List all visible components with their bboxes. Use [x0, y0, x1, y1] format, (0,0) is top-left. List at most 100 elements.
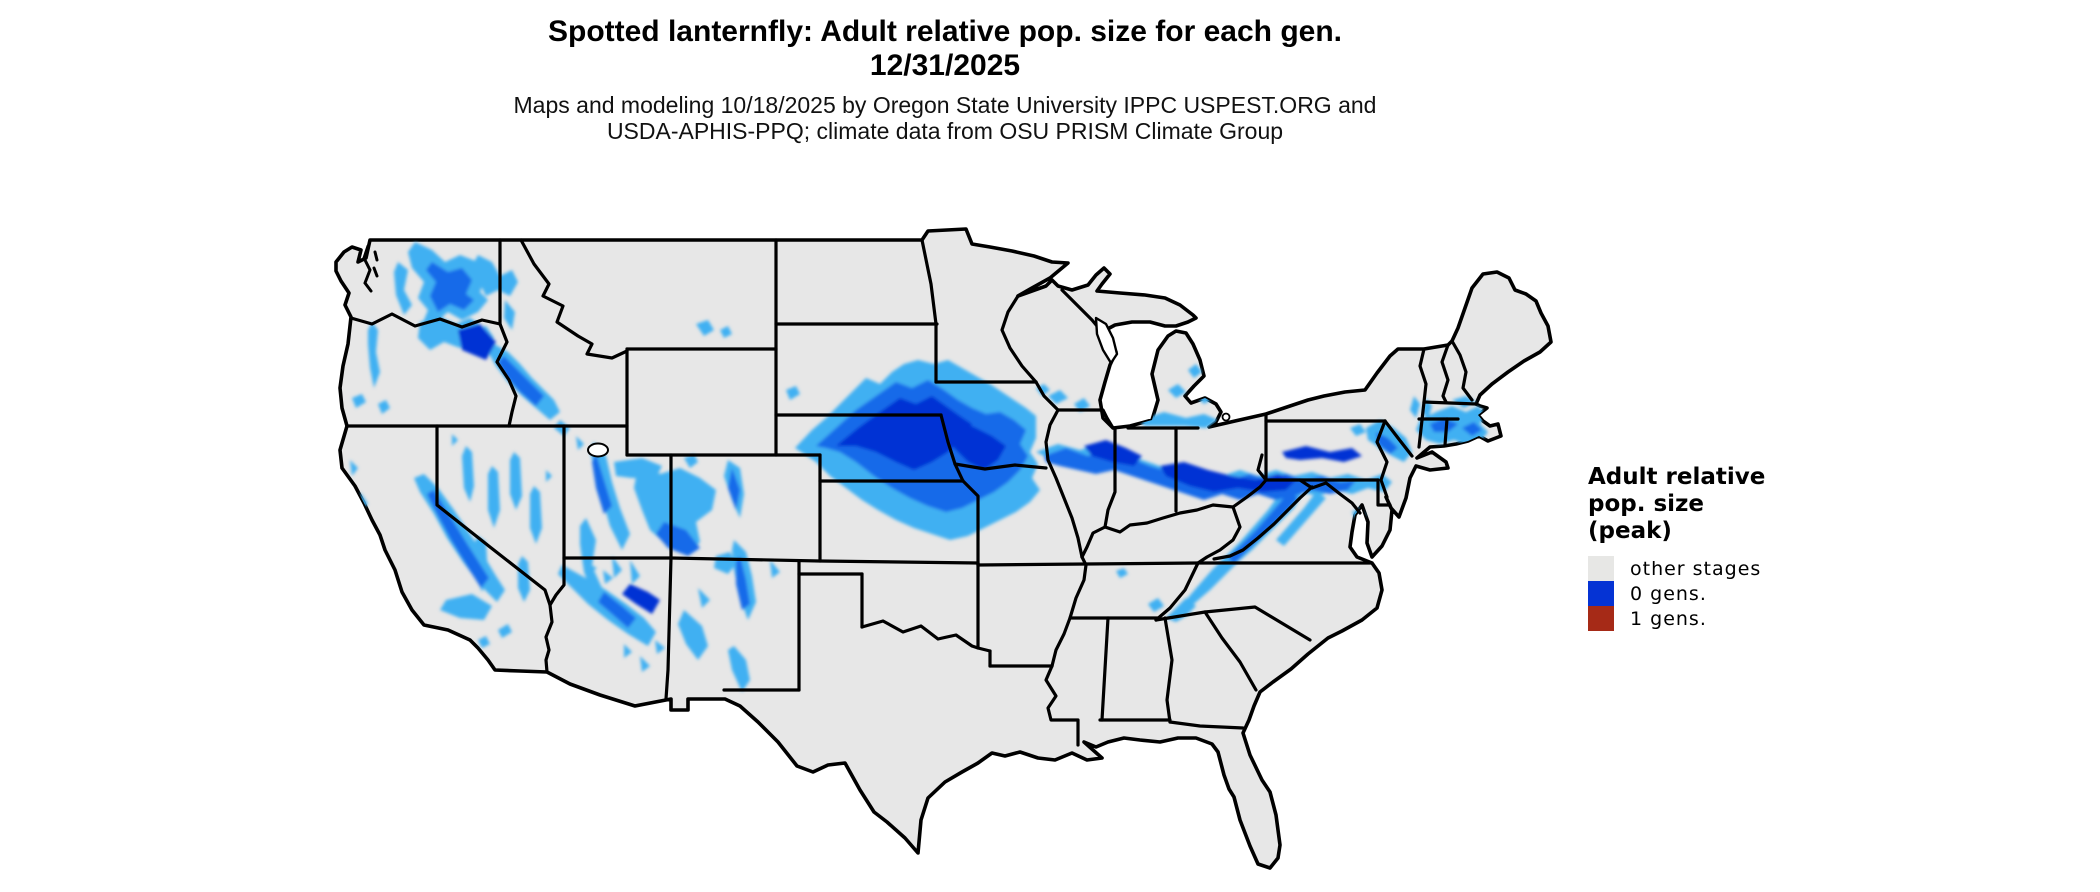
- state-border: [1256, 453, 1268, 482]
- great-salt-lake: [587, 442, 609, 458]
- pop-blob: [678, 610, 708, 660]
- state-border: [939, 413, 965, 483]
- pop-blob: [1376, 432, 1398, 454]
- state-border: [1000, 294, 1038, 384]
- pop-blob: [598, 592, 636, 628]
- pop-blob: [592, 454, 612, 514]
- state-border: [1034, 380, 1060, 412]
- pop-blob: [736, 556, 750, 610]
- us-landmass: [334, 227, 1553, 870]
- pop-shade-dark: [458, 324, 1362, 614]
- map-subtitle: Maps and modeling 10/18/2025 by Oregon S…: [0, 92, 1890, 144]
- pop-blob: [1140, 412, 1218, 428]
- pop-blob: [622, 584, 660, 614]
- pop-blob: [698, 588, 710, 608]
- pop-blob: [378, 400, 390, 414]
- state-border: [1450, 339, 1474, 402]
- pop-blob: [728, 646, 750, 692]
- pop-blob: [488, 466, 500, 528]
- pop-blob: [1276, 492, 1326, 546]
- state-borders: [345, 238, 1478, 747]
- state-border: [1443, 417, 1449, 447]
- legend-swatch-rect: [1588, 581, 1614, 606]
- legend-label-0-gens: 0 gens.: [1630, 582, 1707, 605]
- map-title-line1: Spotted lanternfly: Adult relative pop. …: [547, 15, 1342, 48]
- pop-blob: [427, 490, 489, 588]
- pop-blob: [510, 452, 522, 510]
- pop-blob: [952, 420, 1006, 470]
- legend-item-1-gens: 1 gens.: [1588, 606, 1848, 631]
- map-subtitle-line2: USDA-APHIS-PPQ; climate data from OSU PR…: [606, 118, 1284, 144]
- state-border: [1050, 555, 1088, 668]
- state-border: [1298, 478, 1362, 515]
- legend-item-other-stages: other stages: [1588, 556, 1848, 581]
- pop-blob: [462, 446, 474, 502]
- legend: Adult relative pop. size (peak) other st…: [1588, 464, 1848, 631]
- pop-blob: [498, 624, 512, 638]
- legend-label-1-gens: 1 gens.: [1630, 607, 1707, 630]
- pop-blob: [1188, 364, 1202, 378]
- pop-blob: [498, 356, 544, 406]
- legend-swatch-0-gens: [1588, 581, 1614, 606]
- state-border: [435, 424, 552, 607]
- pop-blob: [1168, 384, 1186, 398]
- state-border: [1375, 419, 1389, 499]
- state-border: [1056, 408, 1115, 430]
- map-subtitle-line1: Maps and modeling 10/18/2025 by Oregon S…: [513, 92, 1377, 118]
- state-border: [664, 453, 673, 701]
- legend-title-line3: (peak): [1588, 518, 1672, 544]
- pop-blob: [1084, 440, 1142, 466]
- map-title: Spotted lanternfly: Adult relative pop. …: [0, 16, 1890, 82]
- state-border: [1044, 408, 1084, 559]
- pop-blob: [656, 522, 700, 556]
- pop-blob: [368, 322, 380, 388]
- pop-blob: [624, 644, 632, 658]
- pop-blob: [478, 636, 490, 648]
- legend-swatch-1-gens: [1588, 606, 1614, 631]
- pop-blob: [770, 560, 780, 578]
- state-border: [562, 556, 980, 565]
- pop-blob: [518, 556, 530, 602]
- state-border: [1103, 426, 1117, 529]
- legend-label-other-stages: other stages: [1630, 557, 1762, 580]
- pop-blob: [684, 454, 698, 468]
- state-border: [953, 462, 1048, 471]
- state-border: [961, 479, 980, 567]
- pop-blob: [1410, 396, 1420, 418]
- state-border: [1203, 605, 1312, 642]
- pop-blob: [530, 486, 542, 544]
- state-border: [1196, 505, 1242, 565]
- state-border: [1154, 561, 1200, 622]
- pop-blob: [612, 556, 622, 578]
- population-raster: [350, 242, 1488, 692]
- lake-st-clair: [1221, 412, 1231, 422]
- pop-blob: [728, 468, 740, 510]
- pop-blob: [634, 466, 716, 554]
- legend-title-line2: pop. size: [1588, 491, 1705, 517]
- pop-blob: [1462, 422, 1482, 436]
- state-border: [349, 312, 502, 329]
- state-border: [860, 619, 992, 653]
- state-border: [1212, 485, 1314, 561]
- state-border: [1044, 664, 1080, 747]
- legend-item-0-gens: 0 gens.: [1588, 581, 1848, 606]
- green-bay: [1094, 316, 1119, 365]
- pop-blob: [374, 558, 382, 578]
- pop-blob: [504, 300, 515, 330]
- pop-blob: [554, 420, 570, 436]
- state-border: [1100, 616, 1110, 722]
- state-border: [1422, 400, 1478, 406]
- pop-blob: [352, 394, 366, 408]
- state-border: [1440, 343, 1450, 404]
- state-border: [1154, 610, 1207, 622]
- state-border: [1203, 610, 1258, 692]
- pop-blob: [1048, 390, 1068, 404]
- pop-blob: [350, 460, 358, 476]
- pop-blob: [786, 386, 800, 400]
- pop-blob: [720, 326, 732, 338]
- state-border: [1080, 478, 1268, 559]
- pop-blob: [1116, 568, 1128, 578]
- legend-title: Adult relative pop. size (peak): [1588, 464, 1848, 545]
